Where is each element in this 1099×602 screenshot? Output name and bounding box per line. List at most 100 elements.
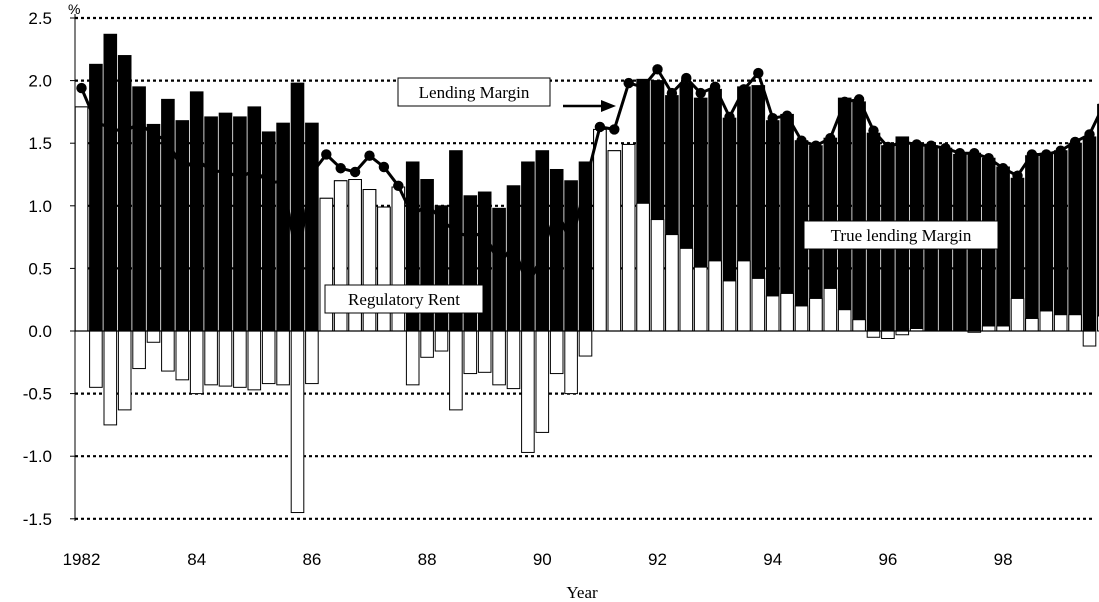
regulatory-rent-bar-51	[809, 297, 823, 332]
regulatory-rent-bar-65	[1010, 297, 1025, 332]
lending-margin-point-29	[493, 259, 505, 270]
lending-margin-point-32	[537, 248, 548, 259]
true-lending-margin-bar-9	[204, 116, 218, 332]
lending-margin-point-8	[191, 153, 202, 164]
true-lending-margin-bar-14	[276, 122, 290, 332]
regulatory-rent-bar-24	[420, 330, 434, 358]
regulatory-rent-bar-11	[233, 330, 247, 388]
lending-margin-point-16	[306, 168, 318, 179]
lending-margin-point-27	[465, 231, 476, 243]
regulatory-rent-bar-66	[1025, 317, 1039, 332]
regulatory-rent-bar-45	[722, 280, 737, 332]
lending-margin-point-68	[1055, 145, 1066, 156]
y-tick-label-7: -1.0	[23, 447, 52, 466]
regulatory-rent-bar-25	[434, 330, 449, 352]
regulatory-rent-bar-35	[578, 330, 593, 357]
regulatory-rent-bar-32	[535, 330, 550, 433]
regulatory-rent-bar-49	[780, 292, 794, 332]
lending-margin-point-6	[162, 135, 174, 146]
lending-margin-line	[76, 64, 1099, 293]
lending-margin-point-62	[969, 148, 980, 159]
regulatory-rent-bar-9	[204, 330, 218, 386]
regulatory-rent-bar-56	[881, 330, 895, 340]
true-lending-margin-bar-34	[564, 180, 578, 332]
x-tick-label-5: 92	[648, 550, 667, 569]
true-lending-margin-bar-3	[117, 55, 132, 332]
lending-margin-point-60	[940, 143, 951, 154]
regulatory-rent-bar-71	[1097, 315, 1099, 332]
true-lending-margin-bar-64	[996, 166, 1010, 332]
y-tick-label-1: 2.0	[28, 72, 52, 91]
lending-margin-point-33	[551, 203, 562, 214]
regulatory-rent-bar-70	[1082, 330, 1097, 347]
lending-margin-point-23	[407, 210, 418, 222]
regulatory-rent-label: Regulatory Rent	[348, 290, 460, 309]
lending-margin-point-38	[623, 77, 634, 89]
lending-margin-point-42	[681, 72, 692, 84]
regulatory-rent-bar-52	[823, 287, 838, 332]
regulatory-rent-bar-47	[751, 277, 766, 332]
regulatory-rent-bar-34	[564, 330, 578, 395]
regulatory-rent-bar-46	[737, 260, 751, 332]
lending-margin-point-58	[911, 139, 922, 150]
lending-margin-point-4	[133, 117, 145, 129]
regulatory-rent-bar-3	[117, 330, 132, 411]
true-lending-margin-bar-53	[837, 97, 852, 332]
lending-margin-annotation: Lending Margin	[397, 77, 616, 112]
lending-margin-point-18	[335, 163, 346, 174]
regulatory-rent-bar-29	[492, 330, 506, 386]
lending-margin-point-59	[925, 140, 937, 151]
regulatory-rent-bar-5	[146, 330, 161, 343]
lending-margin-point-43	[695, 87, 706, 99]
regulatory-rent-bar-2	[103, 330, 118, 426]
regulatory-rent-bar-64	[996, 325, 1010, 332]
lending-margin-point-5	[148, 129, 159, 140]
y-tick-label-8: -1.5	[23, 510, 52, 529]
lending-margin-point-61	[954, 148, 966, 159]
regulatory-rent-bar-15	[290, 330, 305, 514]
lending-margin-point-1	[90, 116, 102, 128]
lending-margin-point-65	[1012, 170, 1023, 181]
lending-margin-point-7	[177, 165, 188, 176]
lending-margin-point-28	[479, 226, 490, 238]
x-tick-label-0: 1982	[63, 550, 101, 569]
x-tick-label-4: 90	[533, 550, 552, 569]
true-lending-margin-bar-5	[146, 123, 161, 332]
x-tick-label-1: 84	[187, 550, 206, 569]
lending-margin-point-44	[709, 81, 721, 93]
x-tick-label-8: 98	[994, 550, 1013, 569]
regulatory-rent-bar-63	[981, 325, 996, 332]
lending-margin-point-31	[522, 281, 534, 293]
lending-margin-point-26	[450, 226, 462, 238]
regulatory-rent-bar-39	[636, 202, 650, 332]
true-lending-margin-bar-68	[1053, 150, 1068, 332]
lending-margin-point-22	[393, 180, 404, 191]
lending-margin-label: Lending Margin	[419, 83, 530, 102]
x-axis-label: Year	[566, 583, 598, 602]
regulatory-rent-bar-68	[1053, 314, 1068, 332]
regulatory-rent-bar-0	[74, 106, 89, 332]
true-lending-margin-bar-33	[549, 168, 564, 332]
lending-margin-point-9	[205, 166, 217, 178]
axes	[70, 14, 1095, 521]
regulatory-rent-bar-27	[463, 330, 478, 375]
regulatory-rent-bar-53	[837, 309, 852, 332]
true-lending-margin-bar-15	[290, 82, 305, 332]
lending-margin-point-21	[378, 161, 390, 173]
regulatory-rent-bar-43	[693, 266, 708, 332]
lending-margin-point-10	[220, 165, 231, 176]
true-lending-margin-bar-7	[175, 120, 190, 332]
lending-margin-point-15	[292, 258, 303, 269]
x-tick-label-3: 88	[418, 550, 437, 569]
true-lending-margin-bar-16	[305, 122, 319, 332]
annotation-arrowhead	[601, 100, 616, 112]
regulatory-rent-bar-8	[189, 330, 204, 395]
true-lending-margin-bar-11	[233, 116, 247, 332]
lending-margin-point-12	[249, 164, 260, 175]
regulatory-rent-bar-40	[650, 219, 665, 332]
y-tick-label-6: -0.5	[23, 385, 52, 404]
lending-margin-point-51	[810, 140, 822, 151]
lending-margin-point-41	[666, 87, 678, 99]
regulatory-rent-bar-37	[607, 150, 622, 332]
